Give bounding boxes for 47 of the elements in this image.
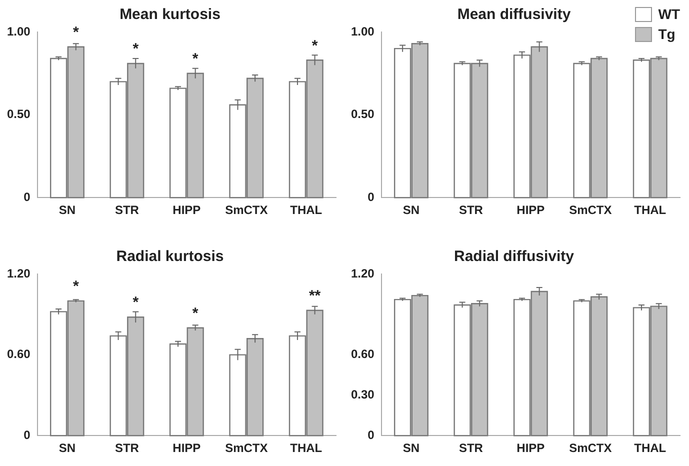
x-tick-label: SN — [402, 203, 420, 218]
annotation: * — [132, 40, 139, 58]
y-tick-label: 1.20 — [6, 266, 31, 280]
chart-title: Radial diffusivity — [454, 248, 575, 266]
x-tick-label: STR — [114, 203, 140, 218]
annotation: * — [192, 50, 198, 68]
text: WT — [658, 6, 680, 22]
y-tick-label: 1.00 — [350, 24, 375, 38]
annotation: ** — [308, 288, 321, 304]
x-tick-label: SN — [58, 441, 76, 456]
y-tick-label: 0.50 — [6, 107, 31, 122]
chart-title: Mean diffusivity — [457, 6, 572, 24]
y-tick-label: 0 — [368, 428, 375, 442]
x-tick-label: THAL — [290, 441, 322, 456]
x-tick-label: HIPP — [172, 203, 201, 218]
y-tick-label: 0 — [368, 190, 375, 204]
y-tick-label: 0 — [24, 190, 31, 204]
legend-label: Tg — [658, 26, 676, 42]
x-tick-label: THAL — [290, 203, 322, 218]
x-tick-label: SmCTX — [225, 203, 268, 218]
annotation: * — [312, 37, 318, 54]
y-tick-label: 0 — [24, 428, 31, 442]
x-tick-label: THAL — [634, 203, 666, 218]
x-tick-label: SmCTX — [569, 441, 612, 456]
x-tick-label: SN — [402, 441, 420, 456]
y-tick-label: 0.30 — [350, 388, 375, 402]
x-tick-label: HIPP — [172, 441, 201, 456]
x-tick-label: STR — [114, 441, 140, 456]
x-tick-label: STR — [458, 203, 484, 218]
annotation: * — [72, 24, 79, 42]
y-tick-label: 0.50 — [350, 107, 375, 122]
chart-title: Radial kurtosis — [116, 248, 224, 266]
x-tick-label: THAL — [634, 441, 666, 456]
x-tick-label: SmCTX — [225, 441, 268, 456]
y-tick-label: 1.00 — [6, 24, 31, 38]
annotation: * — [132, 294, 139, 312]
x-tick-label: HIPP — [516, 203, 545, 218]
x-tick-label: SN — [58, 203, 76, 218]
y-tick-label: 0.60 — [350, 347, 375, 362]
chart-title: Mean kurtosis — [120, 6, 220, 24]
x-tick-label: SmCTX — [569, 203, 612, 218]
x-tick-label: STR — [458, 441, 484, 456]
y-tick-label: 1.20 — [350, 266, 375, 280]
annotation: * — [72, 278, 79, 296]
y-tick-label: 0.60 — [6, 347, 31, 362]
x-tick-label: HIPP — [516, 441, 545, 456]
annotation: * — [192, 305, 198, 322]
